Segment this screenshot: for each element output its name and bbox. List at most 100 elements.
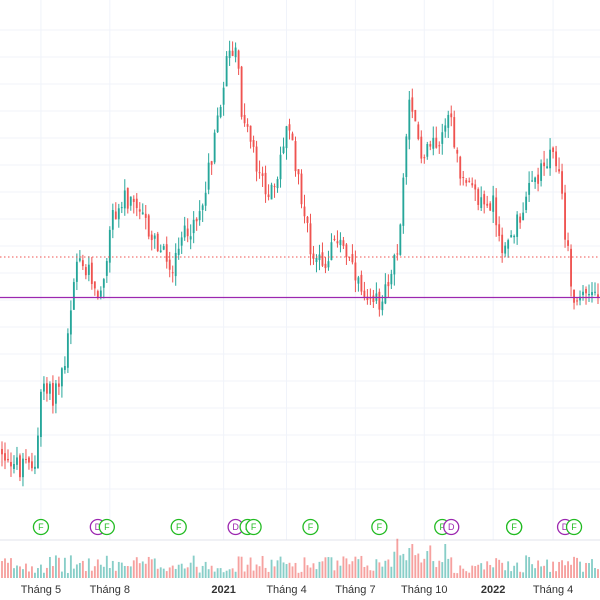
candle[interactable] (261, 166, 264, 188)
candle[interactable] (327, 250, 330, 271)
candle[interactable] (483, 190, 486, 214)
candle[interactable] (138, 202, 141, 220)
candle[interactable] (540, 159, 543, 187)
candle[interactable] (78, 250, 81, 263)
candle[interactable] (423, 154, 426, 164)
candle[interactable] (22, 452, 24, 487)
candle[interactable] (465, 178, 468, 187)
candle[interactable] (237, 49, 240, 76)
candle[interactable] (4, 442, 6, 470)
candle[interactable] (54, 379, 57, 414)
candle[interactable] (369, 288, 372, 306)
candle[interactable] (381, 295, 384, 316)
candle[interactable] (474, 179, 477, 201)
candle[interactable] (156, 231, 159, 253)
candle[interactable] (207, 153, 210, 195)
candle[interactable] (198, 200, 201, 226)
candle[interactable] (525, 191, 528, 214)
candle[interactable] (597, 283, 599, 305)
candle[interactable] (372, 289, 375, 308)
candle[interactable] (561, 163, 563, 200)
candle[interactable] (552, 146, 555, 159)
candle[interactable] (357, 275, 360, 292)
candle[interactable] (495, 188, 498, 237)
candle[interactable] (585, 286, 587, 305)
candle[interactable] (501, 227, 504, 263)
candle[interactable] (102, 277, 105, 299)
candle[interactable] (393, 253, 396, 286)
candle[interactable] (240, 65, 243, 120)
candle[interactable] (150, 230, 153, 251)
candle[interactable] (195, 217, 198, 231)
candle[interactable] (417, 121, 420, 141)
candle[interactable] (564, 184, 566, 248)
candle[interactable] (273, 183, 276, 198)
candle[interactable] (228, 40, 231, 66)
candle[interactable] (570, 244, 572, 297)
candle[interactable] (189, 224, 192, 250)
candle[interactable] (549, 138, 552, 176)
candle[interactable] (378, 288, 381, 317)
candle[interactable] (219, 104, 222, 119)
candle[interactable] (318, 244, 321, 271)
candle[interactable] (300, 169, 303, 209)
candle[interactable] (342, 236, 345, 250)
candle[interactable] (282, 137, 285, 155)
candle[interactable] (201, 203, 204, 222)
candle[interactable] (324, 256, 327, 274)
candle[interactable] (330, 233, 333, 261)
candle[interactable] (459, 155, 462, 186)
candle[interactable] (573, 289, 575, 310)
candle[interactable] (306, 215, 309, 233)
candle[interactable] (435, 126, 438, 149)
candle[interactable] (366, 289, 369, 305)
candle[interactable] (231, 41, 234, 57)
candle[interactable] (480, 186, 483, 211)
candle[interactable] (276, 176, 279, 193)
candle[interactable] (213, 129, 216, 165)
candle[interactable] (513, 234, 516, 244)
candle[interactable] (414, 109, 417, 122)
candle[interactable] (13, 455, 15, 474)
candle[interactable] (255, 140, 258, 182)
candle[interactable] (441, 123, 444, 155)
candle[interactable] (498, 216, 501, 242)
candle[interactable] (43, 376, 45, 401)
candle[interactable] (132, 195, 135, 214)
candle[interactable] (351, 244, 354, 265)
candle[interactable] (168, 251, 171, 278)
candle[interactable] (444, 118, 447, 138)
candle[interactable] (162, 243, 165, 251)
candle[interactable] (528, 171, 531, 202)
candle[interactable] (588, 284, 590, 302)
candle[interactable] (7, 449, 9, 463)
candle[interactable] (126, 187, 129, 214)
candle[interactable] (462, 170, 465, 186)
candle[interactable] (339, 232, 342, 253)
candle[interactable] (321, 242, 324, 268)
candle[interactable] (16, 446, 18, 470)
candle[interactable] (258, 160, 261, 179)
candle[interactable] (399, 223, 402, 256)
candle[interactable] (123, 179, 126, 216)
earnings-event-marker[interactable]: F (302, 518, 319, 536)
candle[interactable] (48, 381, 51, 400)
candle[interactable] (159, 244, 162, 253)
candle[interactable] (216, 107, 219, 134)
candle[interactable] (471, 177, 474, 188)
candle[interactable] (447, 110, 450, 139)
candle[interactable] (246, 118, 249, 133)
candle[interactable] (591, 282, 593, 303)
candle[interactable] (285, 125, 288, 160)
candle[interactable] (297, 169, 300, 185)
candle[interactable] (384, 273, 387, 305)
candle[interactable] (105, 258, 108, 283)
candle[interactable] (408, 90, 411, 150)
earnings-event-marker[interactable]: F (371, 518, 388, 536)
candle[interactable] (387, 274, 390, 298)
candle[interactable] (336, 230, 339, 248)
candle[interactable] (192, 211, 195, 244)
candle[interactable] (522, 202, 525, 221)
candle[interactable] (510, 230, 513, 238)
candle[interactable] (303, 194, 306, 224)
